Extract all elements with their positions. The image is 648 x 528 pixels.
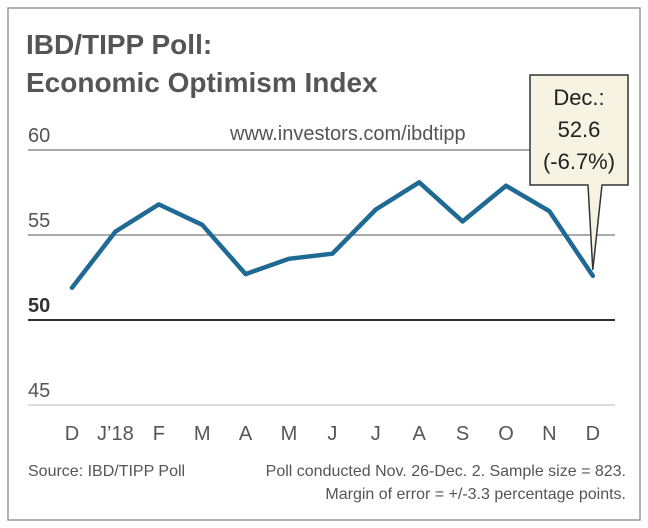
x-tick-label: D bbox=[65, 423, 79, 445]
callout bbox=[529, 74, 629, 270]
x-tick-label: N bbox=[542, 423, 556, 445]
y-tick-label: 60 bbox=[28, 125, 50, 147]
x-tick-label: S bbox=[456, 423, 469, 445]
x-tick-label: F bbox=[153, 423, 165, 445]
y-tick-label: 55 bbox=[28, 210, 50, 232]
annotation: 52.6 bbox=[558, 117, 601, 142]
annotation: (-6.7%) bbox=[543, 149, 615, 174]
x-tick-label: O bbox=[498, 423, 514, 445]
frame bbox=[7, 7, 641, 521]
chart-title: Economic Optimism Index bbox=[26, 67, 378, 98]
y-tick-label: 45 bbox=[28, 380, 50, 402]
x-tick-label: J bbox=[327, 423, 337, 445]
chart-title: IBD/TIPP Poll: bbox=[26, 29, 212, 60]
x-tick-label: D bbox=[586, 423, 600, 445]
x-tick-label: J bbox=[371, 423, 381, 445]
line bbox=[69, 180, 596, 290]
source: Source: IBD/TIPP Poll bbox=[28, 463, 185, 480]
note: Poll conducted Nov. 26-Dec. 2. Sample si… bbox=[266, 463, 626, 480]
note: Margin of error = +/-3.3 percentage poin… bbox=[325, 486, 626, 503]
url: www.investors.com/ibdtipp bbox=[229, 123, 466, 145]
y-tick-label: 50 bbox=[28, 295, 50, 317]
x-tick-label: J’18 bbox=[97, 423, 134, 445]
x-tick-label: M bbox=[281, 423, 298, 445]
x-tick-label: A bbox=[413, 423, 427, 445]
x-tick-label: A bbox=[239, 423, 253, 445]
annotation: Dec.: bbox=[553, 85, 604, 110]
x-tick-label: M bbox=[194, 423, 211, 445]
